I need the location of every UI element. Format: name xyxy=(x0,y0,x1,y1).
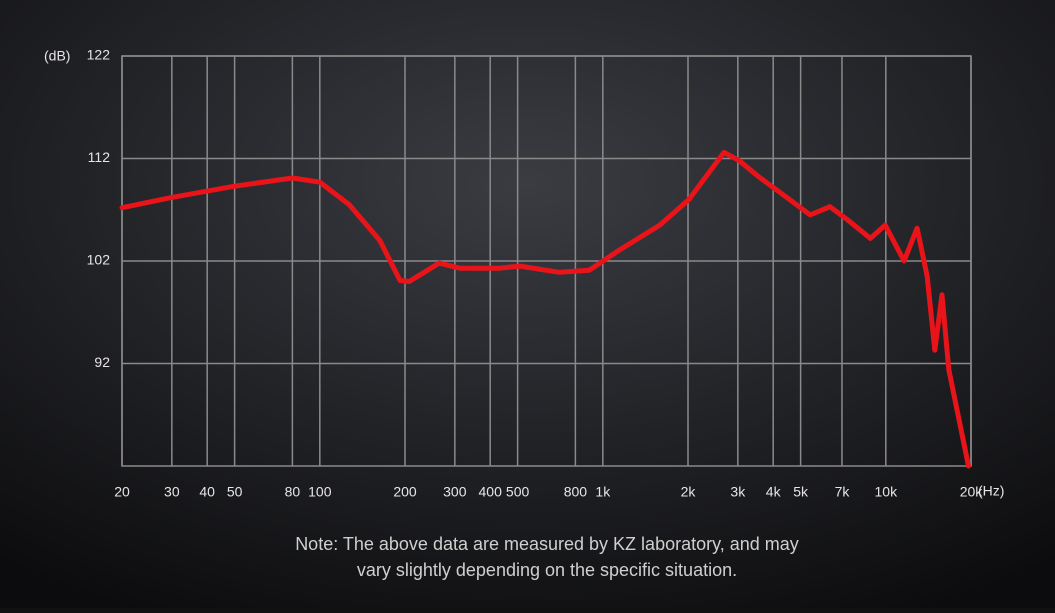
x-tick-label: 80 xyxy=(285,484,301,500)
y-tick-label: 92 xyxy=(94,354,110,370)
x-tick-label: 200 xyxy=(393,484,417,500)
x-unit-label: (Hz) xyxy=(978,483,1004,499)
x-tick-label: 400 xyxy=(479,484,503,500)
note: vary slightly depending on the specific … xyxy=(357,560,737,580)
x-tick-label: 100 xyxy=(308,484,332,500)
x-tick-label: 2k xyxy=(681,484,697,500)
x-tick-label: 10k xyxy=(875,484,899,500)
frequency-response-line xyxy=(119,149,971,469)
x-tick-label: 300 xyxy=(443,484,467,500)
x-tick-label: 50 xyxy=(227,484,243,500)
y-unit-label: (dB) xyxy=(44,48,70,64)
x-tick-label: 800 xyxy=(564,484,588,500)
x-tick-label: 20k xyxy=(960,484,984,500)
note: Note: The above data are measured by KZ … xyxy=(295,534,799,554)
x-tick-label: 500 xyxy=(506,484,530,500)
x-tick-label: 20 xyxy=(114,484,130,500)
y-tick-label: 112 xyxy=(88,149,111,165)
x-tick-label: 40 xyxy=(199,484,215,500)
x-tick-label: 3k xyxy=(730,484,746,500)
y-tick-label: 102 xyxy=(87,252,111,268)
x-tick-label: 1k xyxy=(595,484,611,500)
x-tick-label: 4k xyxy=(766,484,782,500)
x-tick-label: 5k xyxy=(793,484,809,500)
y-tick-label: 122 xyxy=(87,47,111,63)
x-tick-label: 30 xyxy=(164,484,180,500)
x-tick-label: 7k xyxy=(835,484,851,500)
